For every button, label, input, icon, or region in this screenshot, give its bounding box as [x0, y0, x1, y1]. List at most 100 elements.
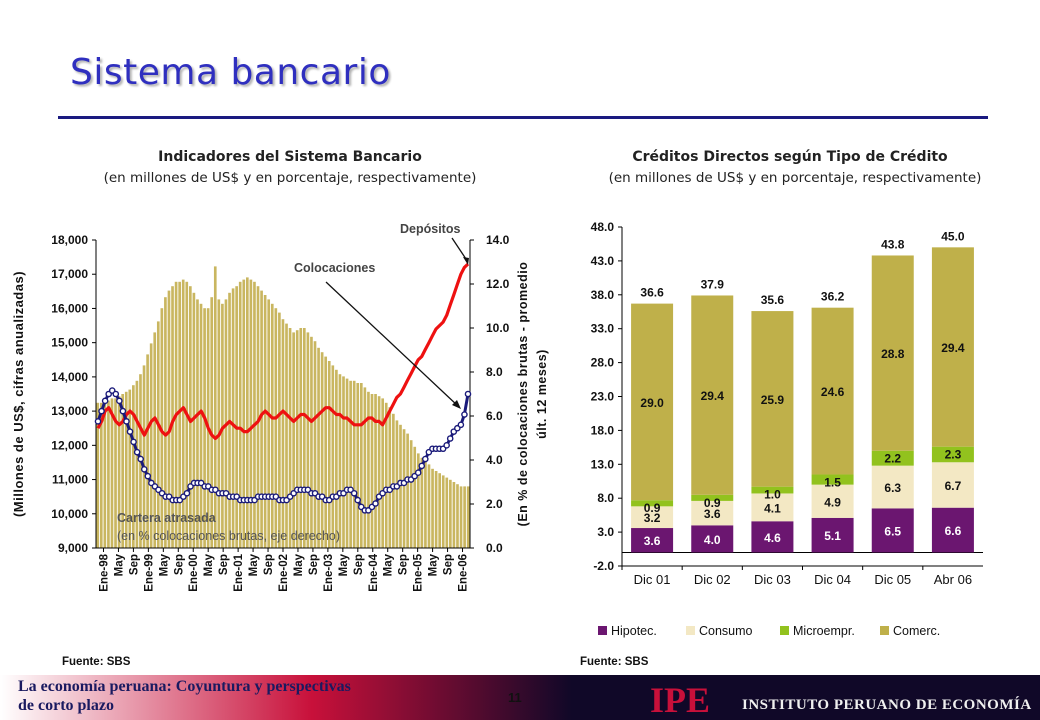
bar-cartera-atrasada [352, 380, 356, 548]
bar-cartera-atrasada [299, 328, 303, 548]
right-y-tick-label: 4.0 [486, 453, 503, 467]
x-tick-label: May [293, 553, 305, 576]
bar-segment-hipotec [691, 525, 734, 553]
line-depositos [96, 262, 470, 441]
right-y-axis-title-line1: (En % de colocaciones brutas - promedio [516, 262, 530, 527]
bar-cartera-atrasada [199, 303, 203, 548]
colocaciones-marker [140, 465, 148, 473]
bar-cartera-atrasada [413, 446, 417, 548]
bar-cartera-atrasada [345, 378, 349, 548]
left-y-tick-label: 18,000 [51, 233, 88, 247]
arrowhead-depositos [463, 257, 469, 265]
bar-cartera-atrasada [381, 398, 385, 548]
bar-total-label: 36.6 [640, 286, 664, 300]
bar-cartera-atrasada [384, 402, 388, 548]
left-chart-subtitle: (en millones de US$ y en porcentaje, res… [103, 170, 477, 186]
footer-line-2: de corto plazo [18, 697, 114, 714]
bar-cartera-atrasada [310, 336, 313, 548]
x-tick-label: Ene-98 [98, 553, 110, 591]
bar-cartera-atrasada [149, 343, 153, 548]
bar-value-label: 4.0 [704, 533, 721, 547]
legend-label: Consumo [699, 624, 753, 638]
left-y-tick-label: 14,000 [51, 370, 88, 384]
bar-total-label: 37.9 [701, 277, 725, 291]
bar-y-tick-label: 13.0 [591, 457, 615, 471]
left-y-tick-label: 10,000 [51, 507, 88, 521]
left-y-axis-title: (Millones de US$, cifras anualizadas) [11, 271, 26, 517]
colocaciones-marker [461, 411, 468, 418]
bar-cartera-atrasada [377, 396, 381, 548]
bar-cartera-atrasada [335, 369, 338, 548]
bar-cartera-atrasada [427, 464, 431, 548]
left-source: Fuente: SBS [62, 656, 131, 668]
bar-value-label: 29.0 [640, 396, 664, 410]
colocaciones-marker [133, 448, 141, 456]
bar-cartera-atrasada [192, 292, 196, 548]
bar-cartera-atrasada [370, 394, 374, 548]
bar-cartera-atrasada [441, 475, 445, 548]
bar-cartera-atrasada [324, 356, 328, 548]
bar-cartera-atrasada [434, 471, 438, 548]
colocaciones-marker [98, 407, 105, 415]
bar-y-tick-label: -2.0 [593, 559, 614, 573]
bar-value-label: 4.6 [764, 531, 781, 545]
bar-value-label: 1.0 [764, 488, 781, 502]
bar-segment-comerc [631, 303, 674, 501]
right-y-tick-label: 2.0 [486, 497, 503, 511]
colocaciones-marker [144, 472, 152, 480]
bar-segment-microempr [751, 486, 794, 494]
bar-total-label: 43.8 [881, 237, 905, 251]
bar-cartera-atrasada [142, 365, 146, 548]
page-number: 11 [508, 690, 522, 705]
bar-cartera-atrasada [302, 328, 306, 548]
legend-label: Hipotec. [611, 624, 657, 638]
bar-segment-microempr [691, 494, 734, 501]
bar-cartera-atrasada [121, 394, 124, 548]
right-y-tick-label: 6.0 [486, 409, 503, 423]
bar-cartera-atrasada [356, 383, 360, 548]
bar-segment-comerc [871, 255, 914, 451]
bar-cartera-atrasada [295, 330, 299, 548]
x-tick-label: May [113, 553, 125, 576]
bar-cartera-atrasada [181, 279, 185, 548]
right-y-tick-label: 12.0 [486, 277, 510, 291]
legend-swatch [780, 626, 789, 635]
colocaciones-marker [457, 421, 465, 429]
bar-y-tick-label: 3.0 [597, 525, 614, 539]
bar-value-label: 2.3 [945, 448, 962, 462]
bar-cartera-atrasada [171, 286, 174, 548]
arrowhead-colocaciones [452, 400, 461, 409]
bar-cartera-atrasada [96, 402, 100, 548]
bar-segment-consumo [811, 484, 854, 518]
colocaciones-marker [112, 390, 120, 398]
bar-cartera-atrasada [399, 424, 402, 548]
bar-value-label: 3.2 [644, 511, 661, 525]
right-chart-subtitle: (en millones de US$ y en porcentaje, res… [608, 170, 982, 186]
bar-total-label: 45.0 [941, 229, 965, 243]
bar-y-tick-label: 8.0 [597, 491, 614, 505]
right-y-tick-label: 10.0 [486, 321, 510, 335]
bar-cartera-atrasada [278, 312, 281, 548]
bar-cartera-atrasada [235, 286, 238, 548]
bar-cartera-atrasada [363, 387, 367, 548]
bar-segment-hipotec [811, 517, 854, 553]
bar-cartera-atrasada [221, 303, 224, 548]
x-tick-label: May [203, 553, 215, 576]
bar-value-label: 1.5 [824, 475, 841, 489]
right-source: Fuente: SBS [580, 656, 649, 668]
bar-cartera-atrasada [367, 391, 370, 548]
bar-value-label: 25.9 [761, 393, 785, 407]
bar-cartera-atrasada [263, 295, 267, 548]
bar-segment-comerc [931, 247, 974, 447]
bar-segment-consumo [871, 465, 914, 509]
bar-cartera-atrasada [317, 347, 320, 548]
bar-value-label: 6.5 [884, 524, 901, 538]
colocaciones-marker [414, 469, 422, 477]
bar-cartera-atrasada [445, 477, 449, 548]
bar-cartera-atrasada [156, 321, 160, 548]
bar-cartera-atrasada [246, 277, 249, 548]
colocaciones-marker [372, 500, 379, 507]
x-tick-label: Sep [398, 554, 410, 575]
bar-cartera-atrasada [213, 266, 217, 548]
bar-cartera-atrasada [203, 308, 206, 548]
